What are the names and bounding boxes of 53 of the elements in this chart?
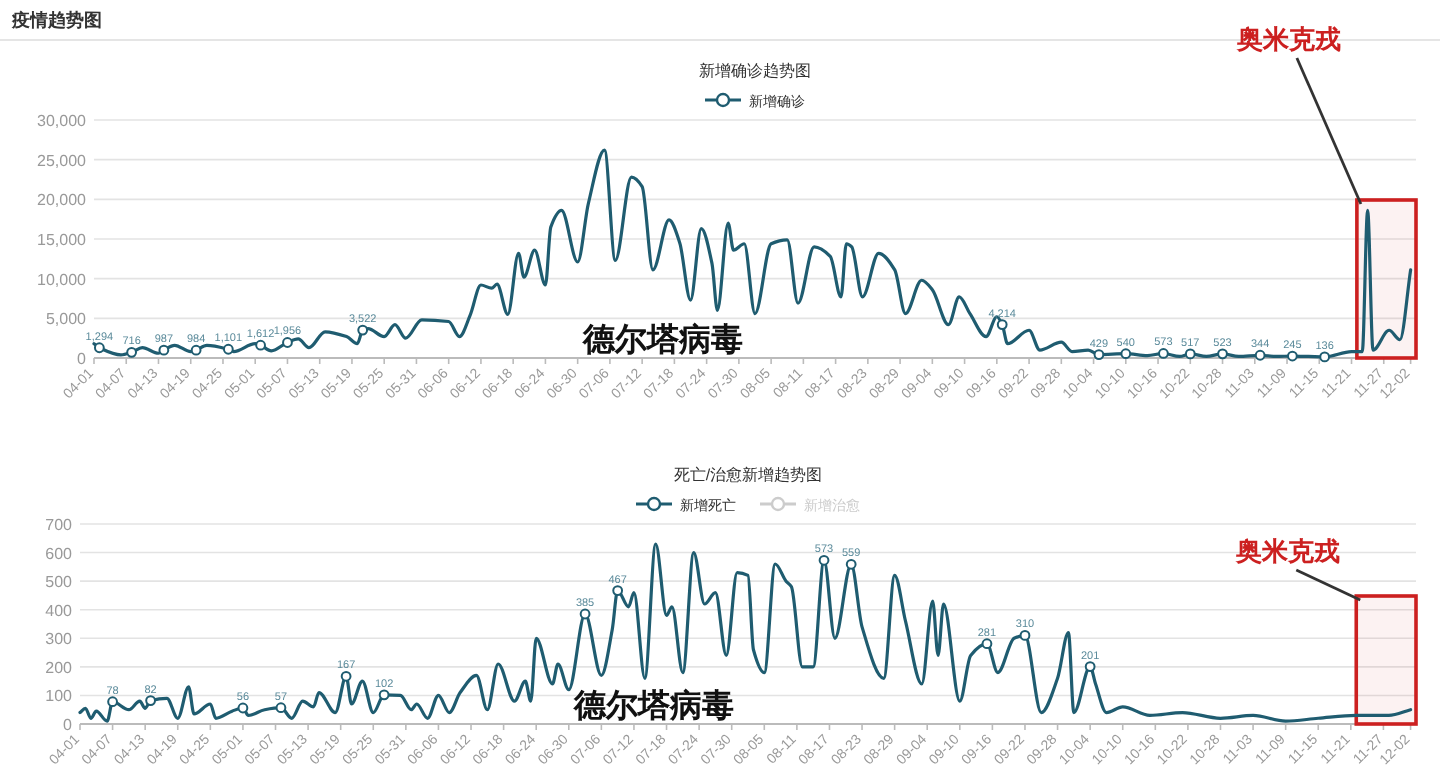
point: [378, 689, 390, 701]
point: [282, 337, 293, 348]
point: [1120, 348, 1132, 360]
point: [145, 695, 156, 706]
annotation: 德尔塔病毒: [572, 688, 735, 724]
y-tick-label: 0: [77, 350, 88, 368]
band-label: 奥米克戎: [1234, 536, 1341, 566]
point: [1093, 349, 1105, 360]
point: [1019, 630, 1031, 641]
point: [1084, 661, 1096, 672]
y-tick-label: 700: [45, 516, 74, 534]
point: [275, 702, 287, 714]
y-tick-label: 600: [45, 544, 74, 563]
chart-title: 疫情趋势图: [10, 10, 102, 30]
band-label: 奥米克戎: [1234, 24, 1341, 54]
point: [981, 638, 993, 650]
point: [612, 585, 624, 596]
point: [255, 339, 266, 351]
point: [222, 343, 234, 355]
point: [1254, 349, 1266, 361]
y-tick-label: 10,000: [37, 270, 88, 289]
y-tick-label: 500: [45, 573, 74, 592]
point: [126, 346, 138, 358]
point: [845, 558, 857, 570]
y-tick-label: 15,000: [37, 231, 88, 249]
point: [1217, 348, 1228, 360]
y-tick-label: 30,000: [37, 112, 88, 130]
annotation: 德尔塔病毒: [581, 322, 744, 358]
y-tick-label: 200: [45, 658, 74, 677]
chart-title: 死亡/治愈新增趋势图: [673, 466, 823, 484]
point: [1287, 350, 1298, 362]
y-tick-label: 0: [63, 716, 74, 734]
y-tick-label: 100: [45, 687, 74, 706]
point: [1319, 351, 1331, 363]
point: [237, 702, 249, 714]
y-tick-label: 25,000: [37, 151, 88, 170]
point: [818, 554, 830, 566]
point: [340, 670, 352, 682]
y-tick-label: 5,000: [45, 310, 88, 329]
line-series: [78, 542, 1413, 723]
y-tick-label: 20,000: [37, 191, 88, 210]
point: [357, 324, 369, 336]
point: [996, 319, 1008, 330]
point: [158, 344, 170, 356]
point: [190, 344, 202, 356]
point: [1158, 348, 1169, 359]
chart-subtitle: 新增确诊趋势图: [699, 62, 811, 80]
point: [579, 608, 591, 620]
point: [107, 696, 118, 708]
point: [1184, 348, 1196, 360]
y-tick-label: 400: [45, 601, 74, 620]
point: [93, 342, 105, 354]
y-tick-label: 300: [45, 630, 74, 649]
